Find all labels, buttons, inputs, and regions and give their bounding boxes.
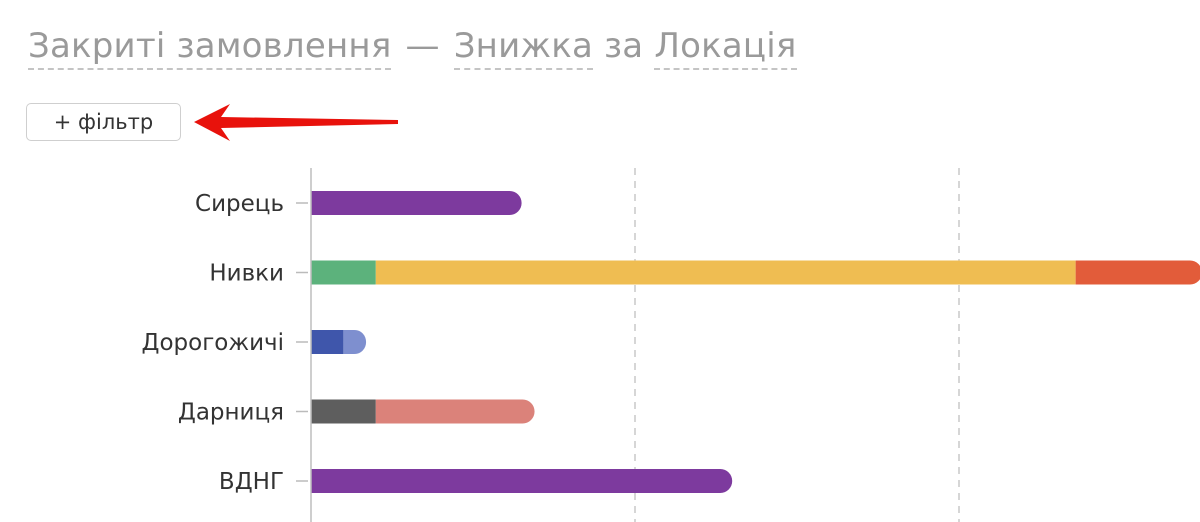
bar-segment-cap[interactable] (1178, 260, 1200, 285)
title-by-word: за (604, 26, 644, 66)
bar-segment[interactable] (1075, 260, 1190, 285)
bar-segment[interactable] (311, 469, 721, 493)
bar-segment-cap[interactable] (497, 191, 522, 215)
bar-segment-cap[interactable] (510, 399, 535, 424)
y-tick-label: Дорогожичі (141, 330, 284, 356)
bar-segment[interactable] (311, 260, 376, 285)
add-filter-button[interactable]: + фільтр (26, 103, 181, 141)
bar-segment[interactable] (311, 399, 376, 424)
y-tick-label: ВДНГ (219, 469, 284, 495)
report-type-dropdown[interactable]: Закриті замовлення (28, 26, 392, 70)
dimension-dropdown[interactable]: Локація (654, 26, 797, 70)
bar-segment[interactable] (311, 330, 344, 354)
bar-segment[interactable] (375, 260, 1076, 285)
bar-group (311, 260, 1200, 285)
bar-segment[interactable] (375, 399, 523, 424)
arrow-annotation-icon (194, 104, 398, 141)
bar-segment[interactable] (311, 191, 510, 215)
report-title: Закриті замовлення — Знижка за Локація (28, 22, 797, 70)
bar-group (311, 469, 733, 493)
y-tick-label: Сирець (195, 191, 284, 217)
bar-segment-cap[interactable] (343, 330, 367, 354)
bar-group (311, 399, 535, 424)
bar-group (311, 330, 367, 354)
y-tick-label: Нивки (209, 261, 284, 287)
title-separator: — (405, 26, 440, 66)
bar-segment-cap[interactable] (708, 469, 733, 493)
y-tick-label: Дарниця (178, 400, 284, 426)
bar-group (311, 191, 522, 215)
metric-dropdown[interactable]: Знижка (453, 26, 594, 70)
